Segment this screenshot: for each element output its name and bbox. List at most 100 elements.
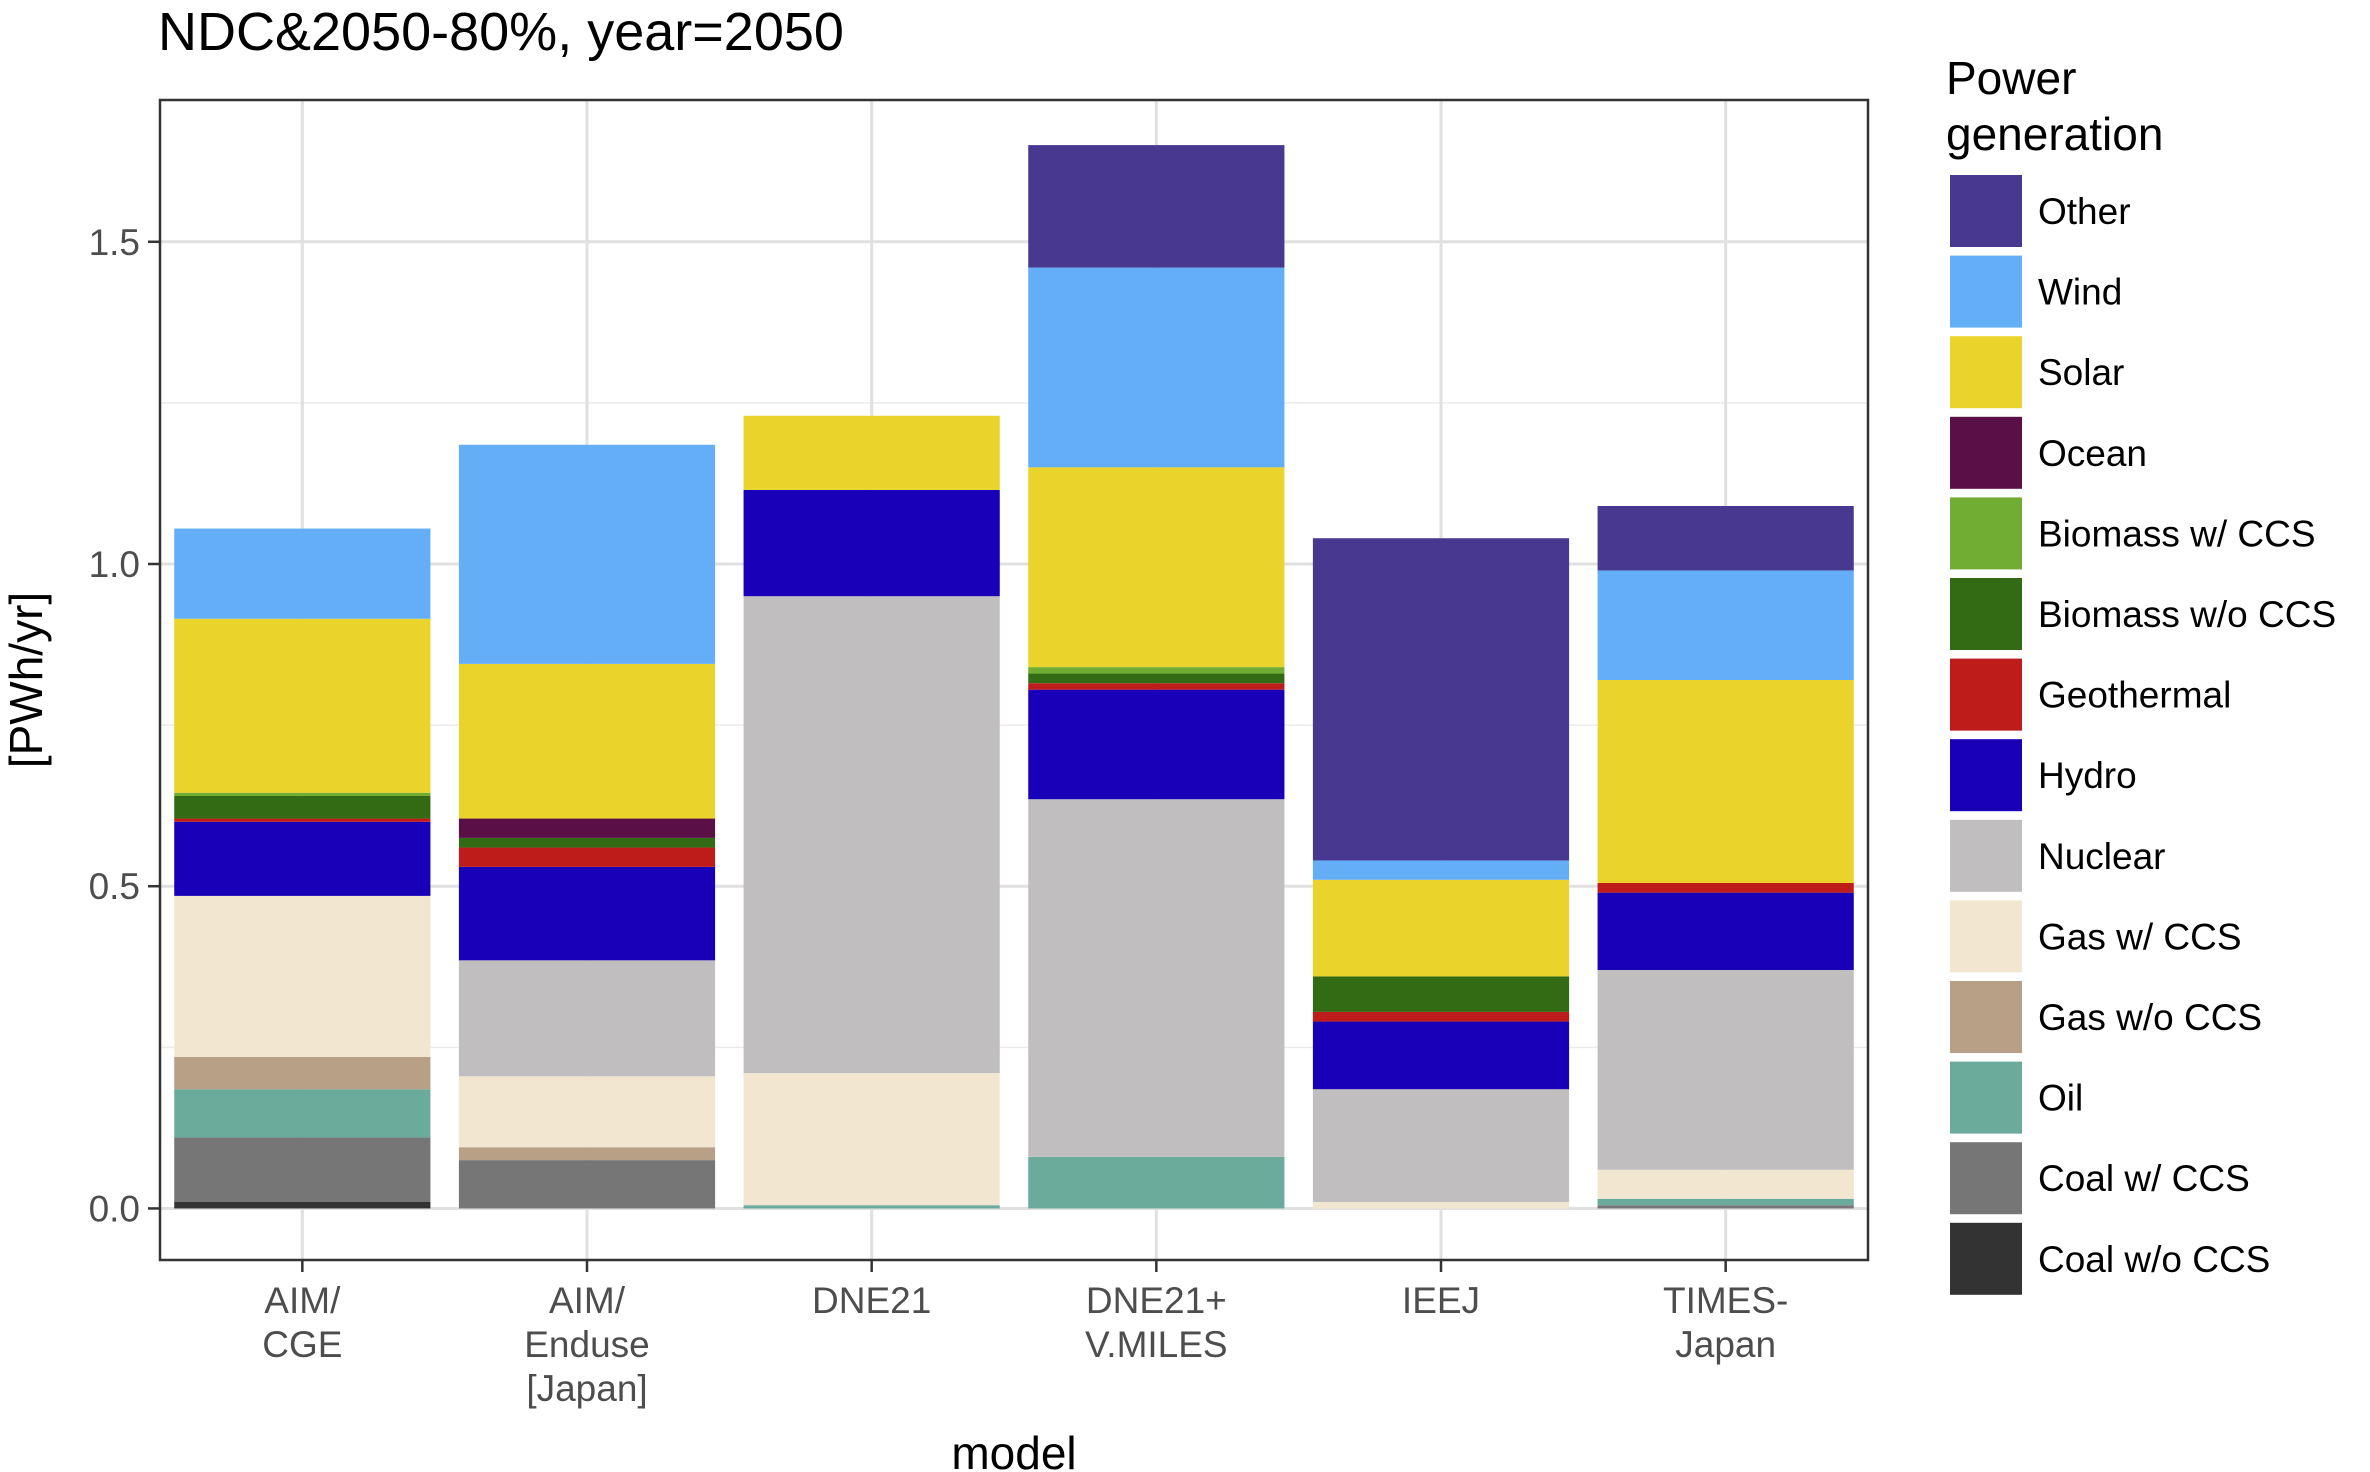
bar-segment <box>1312 1089 1570 1202</box>
bar-segment <box>174 792 431 796</box>
bar-segment <box>174 528 431 619</box>
bar-segment <box>458 866 716 961</box>
bar-segment <box>458 444 716 664</box>
x-tick-label: AIM/Enduse [Japan] <box>524 1280 650 1409</box>
legend-label: Coal w/o CCS <box>2038 1239 2270 1280</box>
bar-segment <box>1597 1198 1854 1206</box>
y-tick-label: 1.5 <box>89 222 140 263</box>
bar-segment <box>458 847 716 867</box>
bar-segment <box>1028 145 1285 268</box>
x-axis: AIM/CGE AIM/Enduse [Japan] DNE21 DNE21+ V.MIL… <box>262 1260 1788 1409</box>
bar-segment <box>1028 1156 1285 1209</box>
bar-segment <box>1312 1202 1570 1209</box>
bar-segment <box>743 489 1000 597</box>
legend-swatch <box>1950 900 2022 973</box>
bar-segment <box>1028 267 1285 468</box>
legend-swatch <box>1950 416 2022 489</box>
bar-segment <box>174 895 431 1057</box>
bar-segment <box>458 837 716 848</box>
bar-segment <box>1312 879 1570 977</box>
bar-segment <box>458 1076 716 1148</box>
legend-label: Gas w/ CCS <box>2038 916 2242 957</box>
bars <box>174 145 1854 1209</box>
legend-swatch <box>1950 175 2022 247</box>
bar-segment <box>1597 1169 1854 1199</box>
bar-segment <box>1028 683 1285 690</box>
bar-segment <box>1597 970 1854 1170</box>
legend-label: Biomass w/o CCS <box>2038 594 2336 635</box>
bar-segment <box>174 1202 431 1209</box>
bar-segment <box>458 1160 716 1209</box>
bar-segment <box>458 818 716 838</box>
y-tick-label: 1.0 <box>89 544 140 585</box>
legend-swatch <box>1950 1222 2022 1295</box>
legend-swatch <box>1950 1142 2022 1215</box>
x-tick-label: AIM/CGE <box>262 1280 342 1365</box>
bar-segment <box>1312 1021 1570 1090</box>
legend-label: Hydro <box>2038 755 2137 796</box>
plot-border <box>158 98 1870 1262</box>
y-tick-label: 0.5 <box>89 866 140 907</box>
legend-label: Gas w/o CCS <box>2038 997 2262 1038</box>
bar-segment <box>1597 1205 1854 1209</box>
bar-segment <box>174 1089 431 1138</box>
legend-swatch <box>1950 578 2022 650</box>
legend-label: Solar <box>2038 352 2124 393</box>
bar-segment <box>174 821 431 896</box>
chart-title: NDC&2050-80%, year=2050 <box>158 2 844 62</box>
x-tick-label: DNE21+ V.MILES <box>1085 1280 1228 1365</box>
y-axis: 0.0 0.5 1.0 1.5 <box>89 222 160 1229</box>
bar-segment <box>1028 467 1285 668</box>
bar-segment <box>1312 538 1570 861</box>
bar-segment <box>1312 1011 1570 1022</box>
bar-segment <box>743 415 1000 490</box>
bar-segment <box>1312 976 1570 1012</box>
legend-swatch <box>1950 1061 2022 1134</box>
y-axis-title: [PWh/yr] <box>0 592 52 768</box>
legend-label: Oil <box>2038 1078 2083 1119</box>
bar-segment <box>174 1057 431 1090</box>
bar-segment <box>1597 883 1854 893</box>
bar-segment <box>174 1137 431 1202</box>
bar-segment <box>174 818 431 822</box>
legend-swatch <box>1950 739 2022 812</box>
plot-background <box>160 100 1868 1260</box>
legend-label: Coal w/ CCS <box>2038 1158 2250 1199</box>
legend-label: Wind <box>2038 272 2122 313</box>
legend-label: Nuclear <box>2038 836 2166 877</box>
y-tick-label: 0.0 <box>89 1188 140 1229</box>
bar-segment <box>458 1147 716 1161</box>
legend-label: Biomass w/ CCS <box>2038 513 2316 554</box>
bar-segment <box>458 960 716 1077</box>
bar-segment <box>1597 892 1854 970</box>
legend-swatch <box>1950 255 2022 328</box>
bar-segment <box>174 618 431 793</box>
legend-swatch <box>1950 336 2022 409</box>
bar-segment <box>1028 667 1285 674</box>
x-tick-label: TIMES-Japan <box>1663 1280 1788 1365</box>
legend-label: Ocean <box>2038 433 2147 474</box>
bar-segment <box>1597 570 1854 680</box>
x-tick-label: IEEJ <box>1402 1280 1480 1321</box>
bar-segment <box>1597 680 1854 883</box>
bar-segment <box>1028 689 1285 800</box>
x-axis-title: model <box>951 1427 1076 1472</box>
bar-segment <box>743 1205 1000 1209</box>
bar-segment <box>1028 673 1285 684</box>
bar-segment <box>743 1073 1000 1206</box>
legend: Power generation Other Wind Solar Ocean Biomas… <box>1946 52 2336 1295</box>
legend-swatch <box>1950 658 2022 731</box>
bar-segment <box>458 663 716 819</box>
bar-segment <box>174 796 431 819</box>
bar-segment <box>1597 506 1854 571</box>
legend-swatch <box>1950 819 2022 892</box>
bar-segment <box>1312 860 1570 880</box>
legend-title: Power generation <box>1946 52 2163 160</box>
legend-swatch <box>1950 981 2022 1053</box>
bar-segment <box>743 596 1000 1074</box>
bar-segment <box>1028 799 1285 1157</box>
legend-swatch <box>1950 497 2022 570</box>
x-tick-label: DNE21 <box>812 1280 931 1321</box>
legend-label: Geothermal <box>2038 675 2231 716</box>
